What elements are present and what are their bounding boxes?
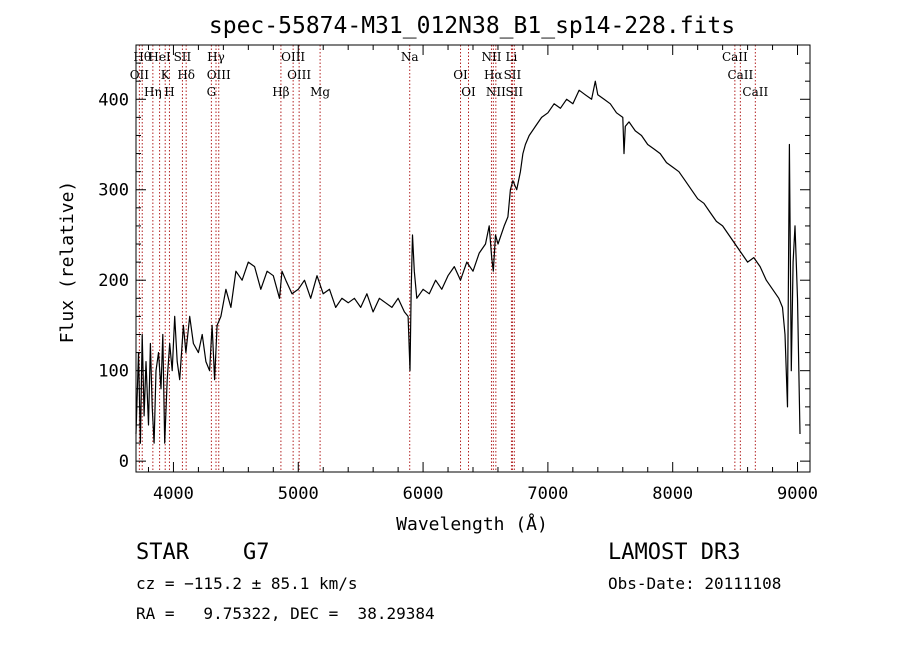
line-marker-label: CaII [742, 85, 768, 99]
object-subclass: G7 [243, 540, 270, 565]
spectrum-line [135, 80, 801, 444]
line-marker-label: Na [401, 50, 419, 64]
line-marker-label: Hα [484, 68, 503, 82]
x-tick-label: 9000 [777, 484, 818, 504]
line-marker-label: H [164, 85, 174, 99]
line-marker-label: CaII [722, 50, 748, 64]
line-marker-label: K [161, 68, 171, 82]
redshift-velocity: cz = −115.2 ± 85.1 km/s [136, 574, 358, 593]
line-marker-label: Mg [310, 85, 330, 99]
line-marker-label: Hη [144, 85, 162, 99]
x-tick-label: 8000 [652, 484, 693, 504]
line-marker-label: SII [174, 50, 192, 64]
y-tick-label: 400 [98, 90, 129, 110]
y-axis: 0 100 200 300 400 [98, 62, 810, 472]
x-tick-label: 5000 [278, 484, 319, 504]
coordinates: RA = 9.75322, DEC = 38.29384 [136, 604, 435, 623]
line-marker-labels: Hθ OII Hη HeI KH SII Hδ G Hγ OIII Hβ OIII OIII Mg Na OI… [130, 50, 769, 99]
line-marker-label: G [207, 85, 217, 99]
line-marker-label: Li [506, 50, 518, 64]
line-marker-label: OIII [287, 68, 311, 82]
line-marker-label: SII [504, 68, 522, 82]
y-axis-label: Flux (relative) [57, 181, 78, 344]
line-marker-label: OI [461, 85, 476, 99]
line-marker-label: NII [481, 50, 501, 64]
y-tick-label: 300 [98, 181, 129, 201]
y-tick-label: 0 [119, 452, 129, 472]
line-marker-label: NII [486, 85, 506, 99]
line-marker-label: OI [453, 68, 468, 82]
line-marker-label: Hθ [133, 50, 151, 64]
x-axis-label: Wavelength (Å) [396, 513, 548, 535]
line-marker-label: Hγ [207, 50, 225, 64]
line-marker-label: SII [505, 85, 523, 99]
x-tick-label: 7000 [527, 484, 568, 504]
x-tick-label: 6000 [403, 484, 444, 504]
line-marker-label: Hβ [272, 85, 289, 99]
line-marker-label: Hδ [177, 68, 195, 82]
object-class: STAR [136, 540, 189, 565]
line-marker-label: CaII [727, 68, 753, 82]
observation-date: Obs-Date: 20111108 [608, 574, 782, 593]
plot-frame [135, 44, 811, 473]
line-marker-label: OIII [281, 50, 305, 64]
survey-name: LAMOST DR3 [608, 540, 741, 565]
line-marker-label: OII [130, 68, 150, 82]
y-tick-label: 200 [98, 271, 129, 291]
line-marker-label: OIII [207, 68, 231, 82]
line-markers [138, 45, 756, 472]
y-tick-label: 100 [98, 362, 129, 382]
x-axis: 4000 5000 6000 7000 8000 9000 [147, 45, 818, 504]
x-tick-label: 4000 [153, 484, 194, 504]
line-marker-label: HeI [148, 50, 171, 64]
spectrum-series [135, 80, 801, 444]
chart-title: spec-55874-M31_012N38_B1_sp14-228.fits [209, 13, 735, 39]
